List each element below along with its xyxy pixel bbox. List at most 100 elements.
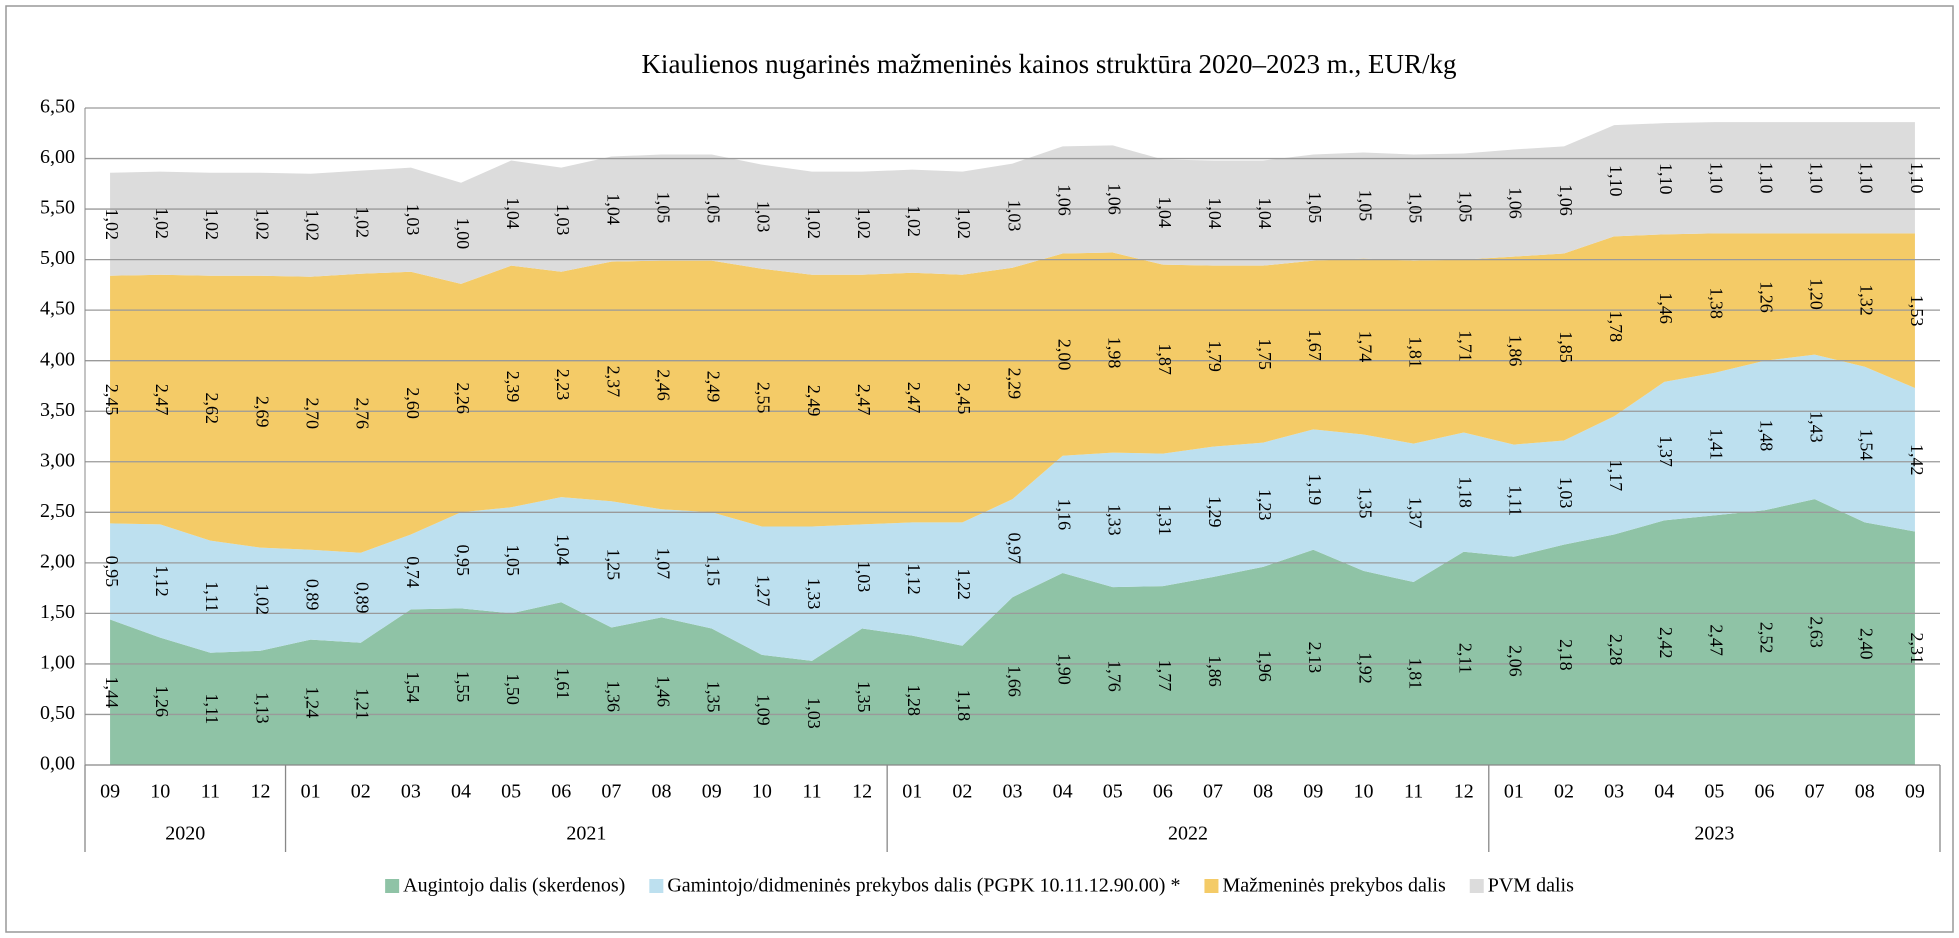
value-label: 1,87 bbox=[1155, 343, 1175, 375]
value-label: 2,26 bbox=[453, 382, 473, 414]
legend-swatch bbox=[1204, 879, 1219, 893]
grid bbox=[85, 107, 1940, 766]
value-label: 1,10 bbox=[1606, 165, 1626, 197]
value-label: 1,03 bbox=[804, 697, 824, 729]
value-label: 1,98 bbox=[1105, 337, 1125, 369]
value-label: 1,42 bbox=[1907, 444, 1927, 476]
value-label: 1,35 bbox=[1355, 487, 1375, 519]
legend-label: Augintojo dalis (skerdenos) bbox=[403, 875, 625, 897]
value-label: 1,74 bbox=[1355, 331, 1375, 363]
y-tick-label: 4,50 bbox=[40, 298, 75, 320]
value-label: 1,04 bbox=[603, 193, 623, 225]
value-label: 1,05 bbox=[1355, 190, 1375, 222]
value-label: 1,35 bbox=[854, 681, 874, 713]
value-label: 1,92 bbox=[1355, 652, 1375, 684]
value-label: 1,09 bbox=[754, 694, 774, 726]
x-tick-label: 11 bbox=[802, 781, 821, 803]
value-label: 2,29 bbox=[1004, 368, 1024, 400]
x-tick-label: 07 bbox=[1805, 781, 1825, 803]
value-label: 1,02 bbox=[854, 207, 874, 239]
value-label: 2,62 bbox=[202, 392, 222, 424]
value-label: 2,47 bbox=[854, 384, 874, 416]
year-label: 2023 bbox=[1694, 823, 1734, 845]
value-label: 1,11 bbox=[202, 693, 222, 724]
x-tick-label: 06 bbox=[551, 781, 571, 803]
x-tick-label: 02 bbox=[952, 781, 972, 803]
value-label: 1,43 bbox=[1807, 411, 1827, 443]
value-label: 1,02 bbox=[954, 207, 974, 239]
value-label: 1,02 bbox=[904, 205, 924, 237]
value-label: 2,52 bbox=[1756, 622, 1776, 654]
y-tick-label: 1,50 bbox=[40, 601, 75, 623]
value-label: 1,76 bbox=[1105, 660, 1125, 692]
value-label: 2,76 bbox=[353, 398, 373, 430]
value-label: 2,37 bbox=[603, 366, 623, 398]
value-label: 2,40 bbox=[1857, 628, 1877, 660]
value-label: 1,02 bbox=[102, 208, 122, 240]
value-label: 1,21 bbox=[353, 688, 373, 720]
area bbox=[110, 499, 1915, 765]
value-label: 2,60 bbox=[403, 387, 423, 419]
x-tick-label: 04 bbox=[451, 781, 471, 803]
value-label: 1,46 bbox=[653, 675, 673, 707]
value-label: 2,55 bbox=[754, 382, 774, 414]
value-label: 1,02 bbox=[152, 207, 172, 239]
value-label: 1,10 bbox=[1857, 162, 1877, 194]
value-label: 1,25 bbox=[603, 549, 623, 581]
value-label: 1,02 bbox=[202, 208, 222, 240]
value-label: 2,49 bbox=[804, 385, 824, 417]
value-label: 1,02 bbox=[302, 209, 322, 241]
x-tick-label: 03 bbox=[1604, 781, 1624, 803]
value-label: 1,03 bbox=[754, 201, 774, 233]
value-label: 1,10 bbox=[1807, 162, 1827, 194]
value-label: 2,70 bbox=[302, 398, 322, 430]
value-label: 1,55 bbox=[453, 671, 473, 703]
value-labels: 1,44 1,26 1,11 1,13 1,24 1,21 1,54 1,55 1,50 1,61… bbox=[102, 162, 1927, 729]
value-label: 1,03 bbox=[553, 204, 573, 236]
value-label: 1,81 bbox=[1405, 336, 1425, 368]
value-label: 1,67 bbox=[1305, 329, 1325, 361]
value-label: 1,75 bbox=[1255, 338, 1275, 370]
x-tick-label: 04 bbox=[1053, 781, 1073, 803]
y-tick-label: 2,50 bbox=[40, 500, 75, 522]
value-label: 2,42 bbox=[1656, 627, 1676, 659]
value-label: 1,37 bbox=[1656, 435, 1676, 467]
areas bbox=[110, 122, 1915, 765]
y-tick-label: 1,00 bbox=[40, 652, 75, 674]
x-tick-label: 09 bbox=[100, 781, 120, 803]
value-label: 1,12 bbox=[904, 563, 924, 595]
chart-title: Kiaulienos nugarinės mažmeninės kainos s… bbox=[641, 49, 1456, 79]
value-label: 1,04 bbox=[1155, 196, 1175, 228]
value-label: 2,00 bbox=[1055, 339, 1075, 371]
value-label: 1,02 bbox=[353, 206, 373, 238]
x-tick-label: 04 bbox=[1654, 781, 1674, 803]
x-tick-label: 10 bbox=[752, 781, 772, 803]
value-label: 1,05 bbox=[1305, 192, 1325, 224]
value-label: 2,28 bbox=[1606, 634, 1626, 666]
value-label: 1,12 bbox=[152, 565, 172, 597]
value-label: 1,28 bbox=[904, 685, 924, 717]
y-tick-label: 5,00 bbox=[40, 247, 75, 269]
value-label: 1,03 bbox=[1004, 200, 1024, 232]
x-tick-label: 12 bbox=[852, 781, 872, 803]
value-label: 2,47 bbox=[1706, 624, 1726, 656]
x-tick-label: 05 bbox=[1103, 781, 1123, 803]
chart-border bbox=[5, 5, 1954, 933]
legend: Augintojo dalis (skerdenos) Gamintojo/did… bbox=[385, 875, 1574, 897]
value-label: 1,85 bbox=[1556, 331, 1576, 363]
value-label: 2,49 bbox=[704, 371, 724, 403]
value-label: 1,04 bbox=[1255, 197, 1275, 229]
value-label: 1,32 bbox=[1857, 284, 1877, 316]
value-label: 2,11 bbox=[1456, 643, 1476, 674]
value-label: 1,33 bbox=[1105, 504, 1125, 536]
y-tick-label: 3,50 bbox=[40, 399, 75, 421]
value-label: 1,10 bbox=[1756, 162, 1776, 194]
value-label: 1,48 bbox=[1756, 420, 1776, 452]
value-label: 1,20 bbox=[1807, 278, 1827, 310]
value-label: 1,61 bbox=[553, 668, 573, 700]
value-label: 1,86 bbox=[1506, 335, 1526, 367]
value-label: 1,05 bbox=[653, 192, 673, 224]
value-label: 1,02 bbox=[252, 583, 272, 615]
legend-label: Gamintojo/didmeninės prekybos dalis (PGP… bbox=[667, 875, 1180, 897]
